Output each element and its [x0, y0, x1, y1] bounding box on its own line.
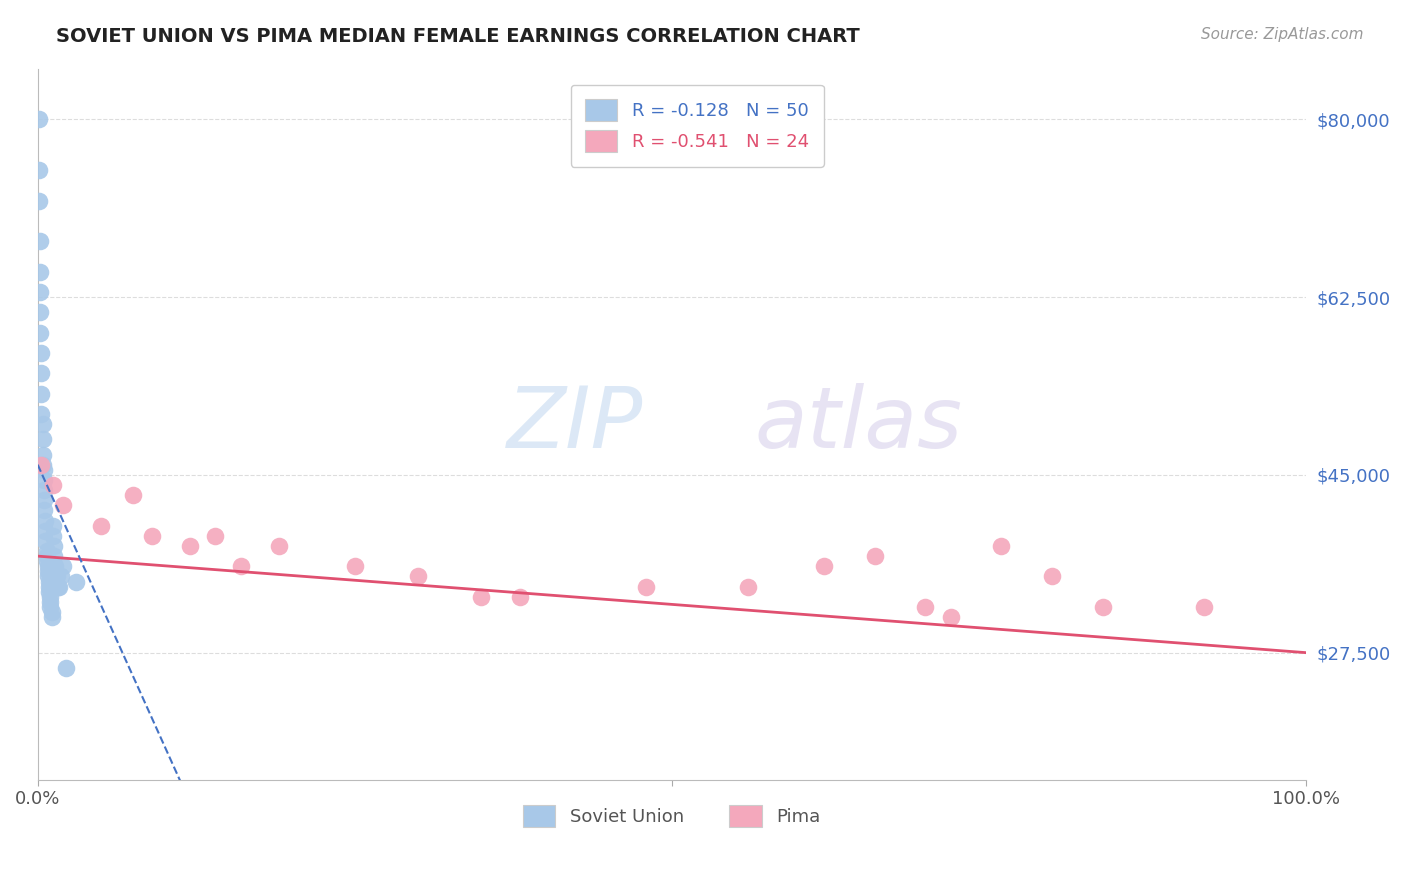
Point — [52, 559, 75, 574]
Point — [38, 574, 60, 589]
Point — [343, 559, 366, 574]
Point — [914, 599, 936, 614]
Point — [42, 478, 65, 492]
Point — [179, 539, 201, 553]
Point — [121, 488, 143, 502]
Point — [44, 549, 66, 563]
Point — [35, 554, 58, 568]
Point — [41, 605, 63, 619]
Point — [28, 194, 51, 208]
Point — [37, 569, 59, 583]
Point — [48, 580, 70, 594]
Point — [229, 559, 252, 574]
Point — [44, 539, 66, 553]
Point — [31, 386, 53, 401]
Point — [44, 559, 66, 574]
Point — [42, 529, 65, 543]
Point — [30, 285, 52, 299]
Point — [38, 580, 60, 594]
Point — [49, 569, 72, 583]
Point — [39, 599, 62, 614]
Legend: Soviet Union, Pima: Soviet Union, Pima — [516, 798, 828, 835]
Point — [55, 661, 77, 675]
Point — [35, 544, 58, 558]
Point — [863, 549, 886, 563]
Point — [31, 366, 53, 380]
Point — [32, 473, 55, 487]
Point — [34, 533, 56, 548]
Point — [65, 574, 87, 589]
Point — [38, 584, 60, 599]
Point — [737, 580, 759, 594]
Point — [28, 112, 51, 127]
Point — [34, 524, 56, 538]
Point — [636, 580, 658, 594]
Point — [28, 163, 51, 178]
Point — [32, 503, 55, 517]
Text: atlas: atlas — [754, 383, 962, 466]
Point — [31, 432, 53, 446]
Point — [45, 569, 67, 583]
Point — [32, 463, 55, 477]
Point — [30, 265, 52, 279]
Text: ZIP: ZIP — [506, 383, 643, 466]
Point — [32, 483, 55, 497]
Point — [470, 590, 492, 604]
Point — [34, 514, 56, 528]
Point — [939, 610, 962, 624]
Point — [41, 610, 63, 624]
Point — [406, 569, 429, 583]
Point — [30, 305, 52, 319]
Point — [90, 518, 112, 533]
Point — [35, 549, 58, 563]
Text: SOVIET UNION VS PIMA MEDIAN FEMALE EARNINGS CORRELATION CHART: SOVIET UNION VS PIMA MEDIAN FEMALE EARNI… — [56, 27, 860, 45]
Point — [39, 595, 62, 609]
Point — [1192, 599, 1215, 614]
Point — [204, 529, 226, 543]
Point — [30, 326, 52, 340]
Text: Source: ZipAtlas.com: Source: ZipAtlas.com — [1201, 27, 1364, 42]
Point — [31, 417, 53, 431]
Point — [141, 529, 163, 543]
Point — [46, 580, 69, 594]
Point — [31, 458, 53, 472]
Point — [31, 448, 53, 462]
Point — [42, 518, 65, 533]
Point — [990, 539, 1012, 553]
Point — [37, 559, 59, 574]
Point — [508, 590, 530, 604]
Point — [1091, 599, 1114, 614]
Point — [30, 234, 52, 248]
Point — [813, 559, 835, 574]
Point — [52, 499, 75, 513]
Point — [37, 565, 59, 579]
Point — [39, 590, 62, 604]
Point — [31, 346, 53, 360]
Point — [1040, 569, 1063, 583]
Point — [32, 493, 55, 508]
Point — [267, 539, 290, 553]
Point — [31, 407, 53, 421]
Point — [31, 458, 53, 472]
